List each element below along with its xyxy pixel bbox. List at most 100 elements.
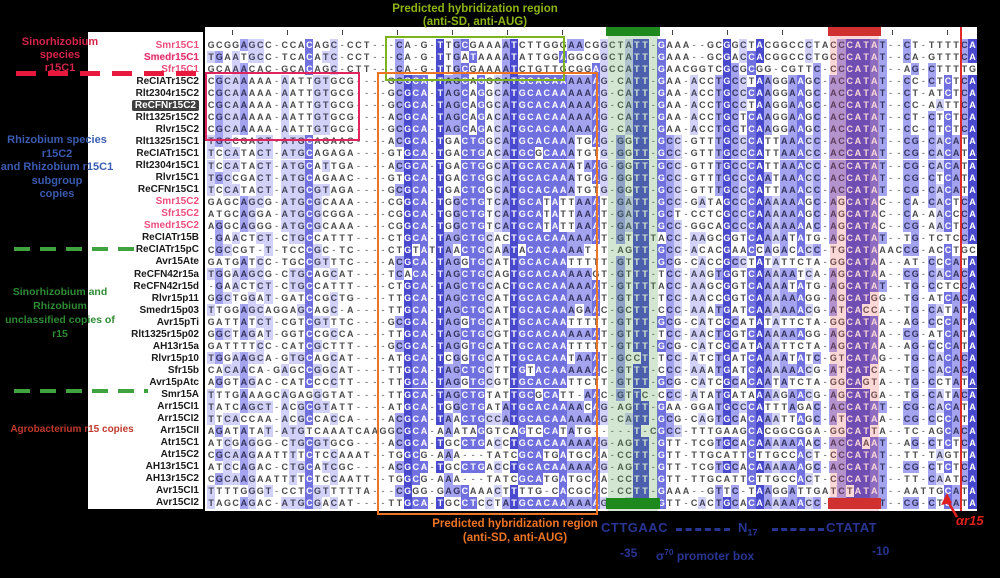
sequence-label: Rlvr15p10 (151, 352, 199, 364)
ruler-tick (342, 30, 344, 35)
minus35-position-label: -35 (620, 546, 638, 560)
sequence-label: Atr15C2 (160, 449, 199, 461)
alignment-row: CGC A A A A A - A A T T G T GCG - - - - A CGC A - T AGC AGA C A T GC… (207, 111, 977, 124)
sequence-label: ReCFN42r15a (133, 268, 199, 280)
ruler-tick (507, 30, 509, 35)
sequence-label: Smr15A (161, 389, 199, 400)
agrobacterium-group-label: Agrobacterium r15 copies (10, 424, 134, 435)
alignment-row: T GGA AGC A - G T GC AGC A T - - - - A T GC A - T CGG T GC A T T GC… (207, 352, 977, 365)
sequence-label: Smr15C1 (155, 39, 199, 51)
ruler-tick (782, 30, 784, 35)
alignment-row: A T CGAGGG - C T GCG T GCG - - - - A CGC A - T GC C T GA C C T GC… (207, 436, 977, 449)
sequence-label: Avr15pAtc (149, 376, 199, 388)
sequence-label: Rlt2304r15C2 (135, 87, 199, 99)
sigma-promoter-text: promoter box (673, 549, 755, 563)
sequence-label: Avr15Ate (155, 256, 199, 268)
promoter-connector-left (676, 528, 730, 531)
ruler-tick (452, 30, 454, 35)
alignment-row: CGC A A A A A - A A T T G T GCG - - - - GCGC A - T AGC AGA C A T GC… (207, 123, 977, 136)
top-region-note: Predicted hybridization region (anti-SD,… (392, 3, 558, 28)
tss-label: αr15 (956, 513, 984, 528)
alignment-row: T A T C AGC T - A CGCG T A T T - - - - A T GC A - T GGC T GA T A T GC… (207, 400, 977, 413)
sequence-label: AH13r15C1 (145, 461, 199, 473)
alignment-row: T AGC AGA C - A T GCGA C A T - - - - T T GC A - T GC C T C C T A T GC… (207, 496, 977, 509)
sequence-label: Avr15CI1 (156, 485, 199, 497)
sequence-label: AH13r15C2 (145, 473, 199, 485)
rhizobium-group-label: Rhizobium species r15C2 and Rhizobium r1… (0, 134, 114, 200)
sequence-label: Arr15CII (160, 425, 199, 437)
ruler-tick (287, 30, 289, 35)
sequence-label: ReCFNr15C1 (137, 184, 199, 196)
alignment-row: CGC CG T - T - T C C CGC - T C - - - - C T G T A T T A A C T GC A A T A C… (207, 243, 977, 256)
ruler-tick (837, 30, 839, 35)
sinorhizobium-c1-group-label: Sinorhizobium species r15C1 (21, 36, 99, 74)
spacer-subscript: 17 (747, 527, 758, 538)
alignment-row: GGC T AGA T - GG T C CGC C A - - - - T T GC A - T AGC T GCG T T GC… (207, 328, 977, 341)
sigma70-promoter-label: σ70 promoter box (656, 547, 754, 563)
sequence-label: Arr15CI1 (157, 401, 199, 412)
sequence-label: Rlt1325r15C2 (135, 111, 199, 123)
sequence-label: Smedr15C1 (143, 51, 199, 63)
alignment-row: T T C A C C A A - A CGC C A C C A - - - - A CGC A - T A A C T GC C A T GC… (207, 412, 977, 425)
alignment-row: T C C A T A C T - A T GCG T AGA - - - - GCGC A - T GA C T GGC A T GC… (207, 183, 977, 196)
red-dashed-separator (16, 71, 206, 76)
ruler-tick (672, 30, 674, 35)
minus35-motif-label: CTTGAAC (601, 520, 669, 535)
ruler-tick (892, 30, 894, 35)
sequence-label: Avr15CI2 (156, 497, 199, 509)
sequence-label: ReCIATr15pC (135, 244, 199, 256)
spacer-label: N17 (738, 520, 758, 538)
alignment-row: GC A A A C A C - GC A C AGC - C T T - - - C A - G - T T GCGA A A A T C T… (207, 63, 977, 76)
alignment-row: T T T GA A AGC AGAGGG T A T - - - - T T GC A - T AGC T G T A T T GC… (207, 388, 977, 401)
ruler-tick (947, 30, 949, 35)
ruler-tick (617, 30, 619, 35)
alignment-row: GGC T GGA T - GA T C CGC T G - - - - T T GC A - T AGC T GC A T T GC… (207, 292, 977, 305)
alignment-row: C A C A A C A - GAGC CGGC A T - - - - T T GC A - T AGC T GC T T T G T… (207, 364, 977, 377)
sequence-label: Avr15pTi (156, 316, 199, 328)
alignment-row: GA T T T T C C - C A T CGC T T T - - - - GCGC A - T AGG T GC A T T GC… (207, 340, 977, 353)
spacer-base: N (738, 520, 748, 535)
sequence-label: Sfr15C2 (161, 208, 199, 220)
alignment-row: A T C C AGA C - C T GC A T CGC - - - - A CGC A - T GC C T GA C C T GC… (207, 460, 977, 473)
alignment-row: AGGC AGGG - A T GCGC A A A - - - - CGGC A - T GGC T G T C A T GC… (207, 219, 977, 232)
sequence-label: ReCIATr15C1 (136, 147, 199, 159)
alignment-row: GA T GA T C C - T GC CG T T T C - - - - A CGC A - T AGG T GC A T T GC… (207, 255, 977, 268)
sequence-label: Atr15C1 (160, 437, 199, 449)
alignment-row: T C C A T A C T - A T GC AGAGA - - - - G T GC A - T GA C T GA C A T GC… (207, 147, 977, 160)
sequence-label: Rlt2304r15C1 (135, 160, 199, 171)
alignment-row: T T GGAGC AGGAGC AGC - A - - - - T T GC A - T AGC T GC A T T GC… (207, 304, 977, 317)
alignment-row: CGC A A A A A - A A T T G T GCG - - - - GCGC A - T AGC AGGC A T GC… (207, 87, 977, 100)
sequence-label: Rlt1325r15p02 (131, 328, 199, 340)
alignment-row: - GA A C T C T - C T GC C A T T T - - - - C T GC A - T AGC T GC A C T GC… (207, 231, 977, 244)
alignment-row: CGC A AGA A T T T T C T C C A A T T - - T GGCG - A A A - - - T A T CGC… (207, 472, 977, 485)
ruler-tick (397, 30, 399, 35)
alignment-row: A T GC AGGA - A T GCGCGGA - - - - CGGC A - T GGC T G T C A T GC… (207, 207, 977, 220)
ruler-tick (727, 30, 729, 35)
alignment-row: CGC A A A A A - A A T T G T GCG - - - - GCGC A - T AGC AGGC A T GC… (207, 99, 977, 112)
labels-panel (88, 32, 203, 509)
alignment-row: T GC CGA C T - A T GC AGA A C - - - - G T GC A - T GA C T GGC A T GC… (207, 171, 977, 184)
alignment-row: - GA A C T C T - C T GC C A T T T - - - - C T GC A - T AGC T GC A C T GC… (207, 280, 977, 293)
sequence-label: ReCIATr15C2 (136, 75, 199, 87)
green-dashed-separator-bottom (14, 389, 148, 393)
alignment-row: T C C A T A C T - A T GC A T T GA - - - - A CGC A - T GA C T GGC A T GC… (207, 159, 977, 172)
sequence-label: Arr15CI2 (157, 413, 199, 425)
sequence-label: Sfr15C1 (161, 63, 199, 75)
alignment-row: CGC A A A A A - A A T T G T GCG - - - - GCGC A - T AGC AGGC A T GC… (207, 75, 977, 88)
sequence-label: ReCFNr15C2 (86, 99, 199, 111)
sequence-label: Smedr15C2 (143, 220, 199, 232)
alignment-row: T GGA AGCG - C T GC AGC A T - - - - T C A C A - T AGC T GC AG T GC… (207, 268, 977, 281)
alignment-row: AGG T AGA C - C A T C C C C T T - - - - T T GC A - T AGG T GCG T T GC… (207, 376, 977, 389)
alignment-row: CGC A AGA A T T T T C T C C A A A T - - T GGCG - A A A - - - T A T CGC… (207, 448, 977, 461)
sequence-label: AH13r15a (152, 340, 199, 352)
sequence-label: Smr15C2 (155, 196, 199, 208)
minus10-motif-label: CTATAT (826, 520, 878, 535)
alignment-row: GA T T A T C T - CG T CG T T T C - - - - GCGC A - T AGG T GC A T T GC… (207, 316, 977, 329)
bottom-region-note: Predicted hybridization region (anti-SD,… (432, 518, 598, 544)
alignment-row: T T T T GGG T - C C T CG T T T T T A - - - CGGG - GAGC A A A C T T T T… (207, 484, 977, 497)
sequence-label: Rlvr15p11 (151, 292, 199, 304)
sequence-label: Sfr15b (167, 364, 199, 376)
ruler-tick (232, 30, 234, 35)
alignment-row: T GA A T GC C - T C A C A T C - C C T - - - C A - G - T T GA T A A A A T A T… (207, 51, 977, 64)
tss-arrow-icon (941, 493, 959, 518)
